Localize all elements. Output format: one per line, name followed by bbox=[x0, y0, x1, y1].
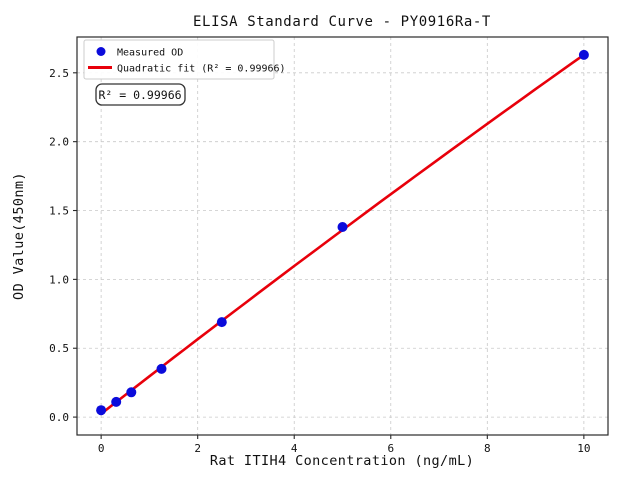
y-tick-label: 1.0 bbox=[49, 273, 69, 286]
ticks-layer: 0 2 4 6 8 10 0.0 0.5 1.0 1.5 2.0 2.5 bbox=[49, 67, 590, 455]
r-squared-box bbox=[95, 83, 186, 106]
legend-box bbox=[83, 39, 275, 80]
y-tick-label: 2.5 bbox=[49, 67, 69, 80]
x-tick-label: 10 bbox=[577, 442, 590, 455]
series-layer bbox=[96, 49, 589, 416]
legend-label-measured-od: Measured OD bbox=[117, 48, 183, 59]
x-tick-label: 0 bbox=[98, 442, 105, 455]
measured-od-point bbox=[216, 317, 227, 328]
plot-frame bbox=[76, 36, 609, 436]
x-tick-label: 8 bbox=[484, 442, 491, 455]
measured-od-point bbox=[126, 387, 137, 398]
y-tick-label: 1.5 bbox=[49, 205, 69, 218]
x-tick-label: 6 bbox=[387, 442, 394, 455]
measured-od-point bbox=[156, 363, 167, 374]
legend: Measured OD Quadratic fit (R² = 0.99966) bbox=[83, 39, 286, 80]
x-axis-label: Rat ITIH4 Concentration (ng/mL) bbox=[210, 453, 474, 469]
x-tick-label: 4 bbox=[291, 442, 298, 455]
r-squared-annotation: R² = 0.99966 bbox=[95, 83, 186, 106]
measured-od-point bbox=[578, 49, 589, 60]
measured-od-point bbox=[96, 405, 107, 416]
quadratic-fit-line bbox=[99, 53, 586, 416]
legend-label-quadratic-fit: Quadratic fit (R² = 0.99966) bbox=[117, 64, 286, 75]
measured-od-point bbox=[337, 222, 348, 232]
legend-marker-measured-od-icon bbox=[96, 47, 106, 56]
chart-title: ELISA Standard Curve - PY0916Ra-T bbox=[193, 14, 491, 30]
y-tick-label: 0.5 bbox=[49, 342, 69, 355]
measured-od-point bbox=[111, 396, 122, 407]
y-tick-label: 2.0 bbox=[49, 136, 69, 149]
y-tick-label: 0.0 bbox=[49, 411, 69, 424]
y-axis-label: OD Value(450nm) bbox=[11, 172, 27, 300]
gridlines-layer bbox=[77, 37, 608, 435]
r-squared-text: R² = 0.99966 bbox=[98, 88, 181, 102]
x-tick-label: 2 bbox=[194, 442, 201, 455]
